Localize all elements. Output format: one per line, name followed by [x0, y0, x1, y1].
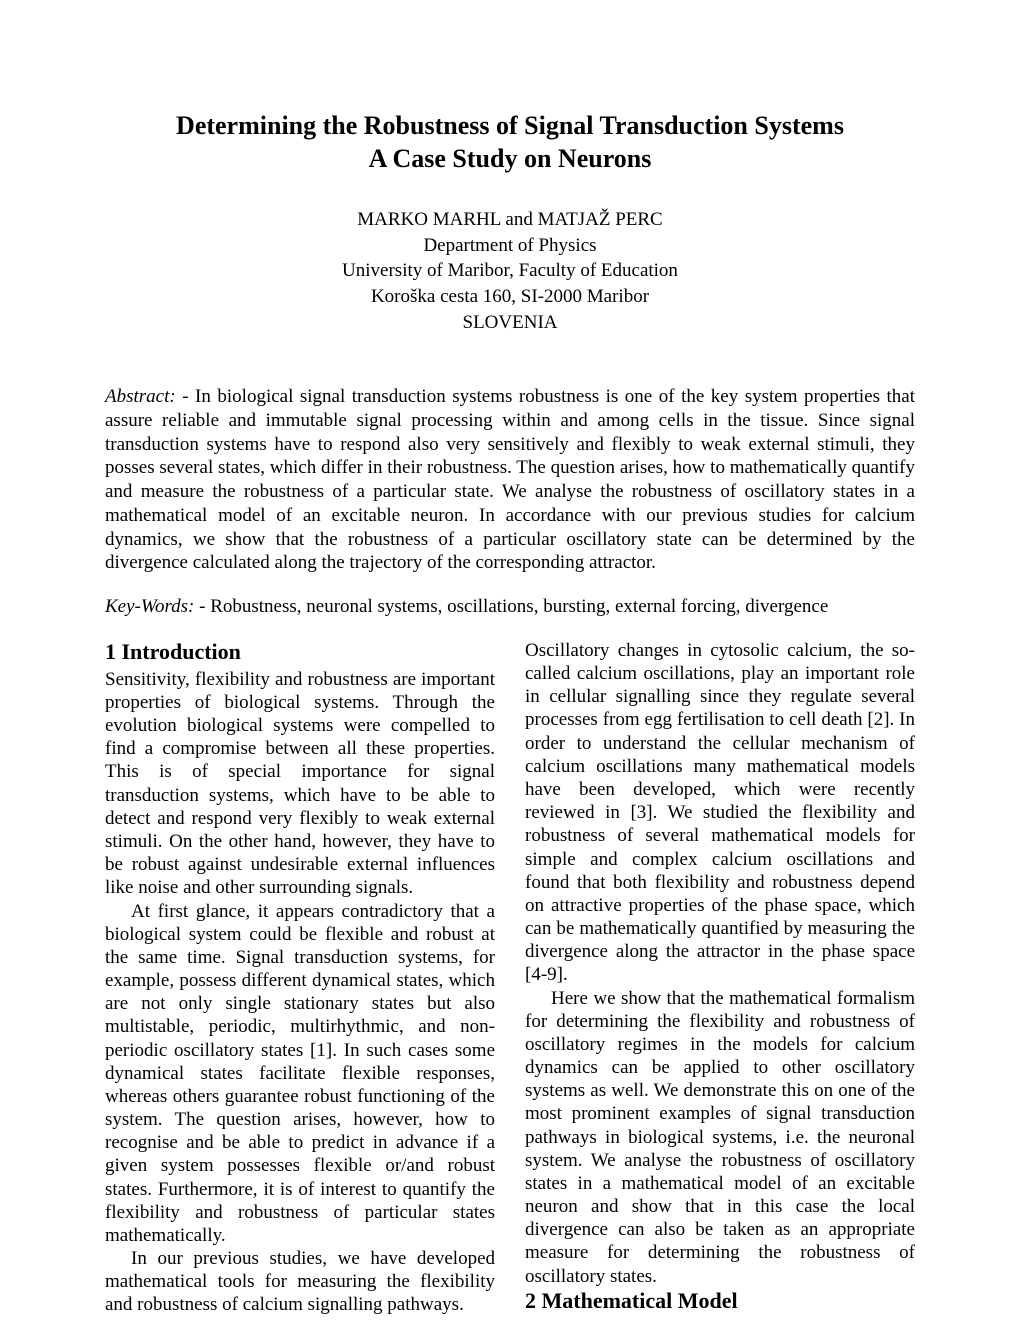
abstract-text: In biological signal transduction system… — [105, 386, 915, 573]
department: Department of Physics — [105, 233, 915, 259]
keywords-label: Key-Words: - — [105, 596, 205, 617]
title-line-2: A Case Study on Neurons — [369, 144, 652, 173]
paragraph: Sensitivity, flexibility and robustness … — [105, 668, 495, 900]
paragraph: At first glance, it appears contradictor… — [105, 900, 495, 1248]
authors-block: MARKO MARHL and MATJAŽ PERC Department o… — [105, 207, 915, 335]
authors: MARKO MARHL and MATJAŽ PERC — [105, 207, 915, 233]
country: SLOVENIA — [105, 310, 915, 336]
abstract: Abstract: - In biological signal transdu… — [105, 385, 915, 575]
keywords-text: Robustness, neuronal systems, oscillatio… — [205, 596, 828, 617]
abstract-label: Abstract: - — [105, 386, 189, 407]
paper-title: Determining the Robustness of Signal Tra… — [105, 110, 915, 175]
address: Koroška cesta 160, SI-2000 Maribor — [105, 284, 915, 310]
body-columns: 1 Introduction Sensitivity, flexibility … — [105, 639, 915, 1317]
section-1-heading: 1 Introduction — [105, 639, 495, 666]
section-2-heading: 2 Mathematical Model — [525, 1288, 915, 1315]
paragraph: Oscillatory changes in cytosolic calcium… — [525, 639, 915, 987]
keywords: Key-Words: - Robustness, neuronal system… — [105, 595, 915, 619]
title-line-1: Determining the Robustness of Signal Tra… — [176, 111, 844, 140]
paragraph: Here we show that the mathematical forma… — [525, 987, 915, 1288]
paragraph: In our previous studies, we have develop… — [105, 1247, 495, 1317]
column-right: Oscillatory changes in cytosolic calcium… — [525, 639, 915, 1317]
column-left: 1 Introduction Sensitivity, flexibility … — [105, 639, 495, 1317]
affiliation: University of Maribor, Faculty of Educat… — [105, 258, 915, 284]
